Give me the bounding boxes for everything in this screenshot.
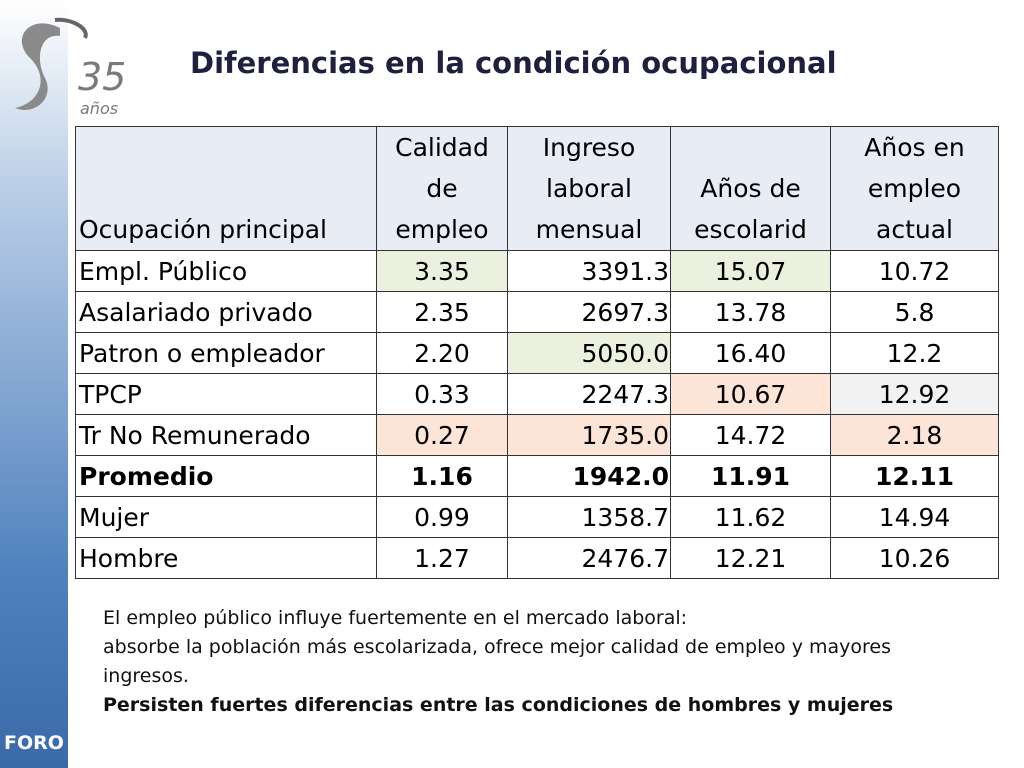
table-cell: 12.2 [830, 332, 999, 374]
header-row: Ocupación principal Calidad de empleo Ingr… [75, 126, 999, 251]
table-cell: 12.92 [830, 373, 999, 415]
table-row: Promedio 1.16 1942.0 11.91 12.11 [75, 455, 999, 497]
table-cell: 11.91 [670, 455, 831, 497]
table-cell: 1735.0 [507, 414, 671, 456]
table-cell: 11.62 [670, 496, 831, 538]
table-cell: 3.35 [376, 250, 508, 292]
logo: 35 años [15, 17, 126, 118]
logo-number: 35 [78, 55, 126, 99]
header-cell: Años en empleo actual [830, 126, 999, 251]
table-cell: 12.21 [670, 537, 831, 579]
table-cell: Empl. Público [75, 250, 377, 292]
table-cell: 2.18 [830, 414, 999, 456]
table-cell: Promedio [75, 455, 377, 497]
table-cell: 16.40 [670, 332, 831, 374]
table-cell: 1.16 [376, 455, 508, 497]
table-cell: Tr No Remunerado [75, 414, 377, 456]
table-cell: Asalariado privado [75, 291, 377, 333]
sidebar: FORO [0, 0, 68, 768]
table-row: TPCP 0.33 2247.3 10.67 12.92 [75, 373, 999, 415]
header-cell: Años de escolarid [670, 126, 831, 251]
logo-word: años [80, 99, 118, 118]
table-cell: 2.20 [376, 332, 508, 374]
table-cell: Mujer [75, 496, 377, 538]
logo-shape [54, 17, 88, 39]
table-cell: Patron o empleador [75, 332, 377, 374]
table-row: Tr No Remunerado 0.27 1735.0 14.72 2.18 [75, 414, 999, 456]
table-cell: 1942.0 [507, 455, 671, 497]
table-row: Asalariado privado 2.35 2697.3 13.78 5.8 [75, 291, 999, 333]
table-cell: 5.8 [830, 291, 999, 333]
table-cell: 10.26 [830, 537, 999, 579]
table-cell: 1358.7 [507, 496, 671, 538]
table-cell: 3391.3 [507, 250, 671, 292]
table-cell: 2697.3 [507, 291, 671, 333]
logo-shape [15, 23, 60, 110]
table-cell: 12.11 [830, 455, 999, 497]
header-cell: Ingreso laboral mensual [507, 126, 671, 251]
table-cell: TPCP [75, 373, 377, 415]
data-table: Ocupación principal Calidad de empleo Ingr… [75, 126, 999, 579]
note-line: El empleo público influye fuertemente en… [103, 607, 688, 629]
table-cell: 0.27 [376, 414, 508, 456]
slide-title: Diferencias en la condición ocupacional [190, 46, 837, 80]
table-row: Patron o empleador 2.20 5050.0 16.40 12.2 [75, 332, 999, 374]
table-row: Empl. Público 3.35 3391.3 15.07 10.72 [75, 250, 999, 292]
table-cell: 10.67 [670, 373, 831, 415]
table-cell: 2247.3 [507, 373, 671, 415]
table-cell: 15.07 [670, 250, 831, 292]
table-cell: 0.99 [376, 496, 508, 538]
table-row: Mujer 0.99 1358.7 11.62 14.94 [75, 496, 999, 538]
table-cell: 1.27 [376, 537, 508, 579]
header-cell: Ocupación principal [75, 126, 377, 251]
header-cell: Calidad de empleo [376, 126, 508, 251]
table-cell: 14.72 [670, 414, 831, 456]
notes: El empleo público influye fuertemente en… [103, 604, 973, 720]
table-cell: 2476.7 [507, 537, 671, 579]
table-row: Hombre 1.27 2476.7 12.21 10.26 [75, 537, 999, 579]
table-cell: 10.72 [830, 250, 999, 292]
sidebar-label: FORO [4, 732, 64, 754]
note-line: Persisten fuertes diferencias entre las … [103, 694, 894, 716]
note-line: absorbe la población más escolarizada, o… [103, 636, 891, 687]
table-cell: 0.33 [376, 373, 508, 415]
table-cell: Hombre [75, 537, 377, 579]
table-cell: 5050.0 [507, 332, 671, 374]
table-cell: 14.94 [830, 496, 999, 538]
table-cell: 13.78 [670, 291, 831, 333]
table-cell: 2.35 [376, 291, 508, 333]
